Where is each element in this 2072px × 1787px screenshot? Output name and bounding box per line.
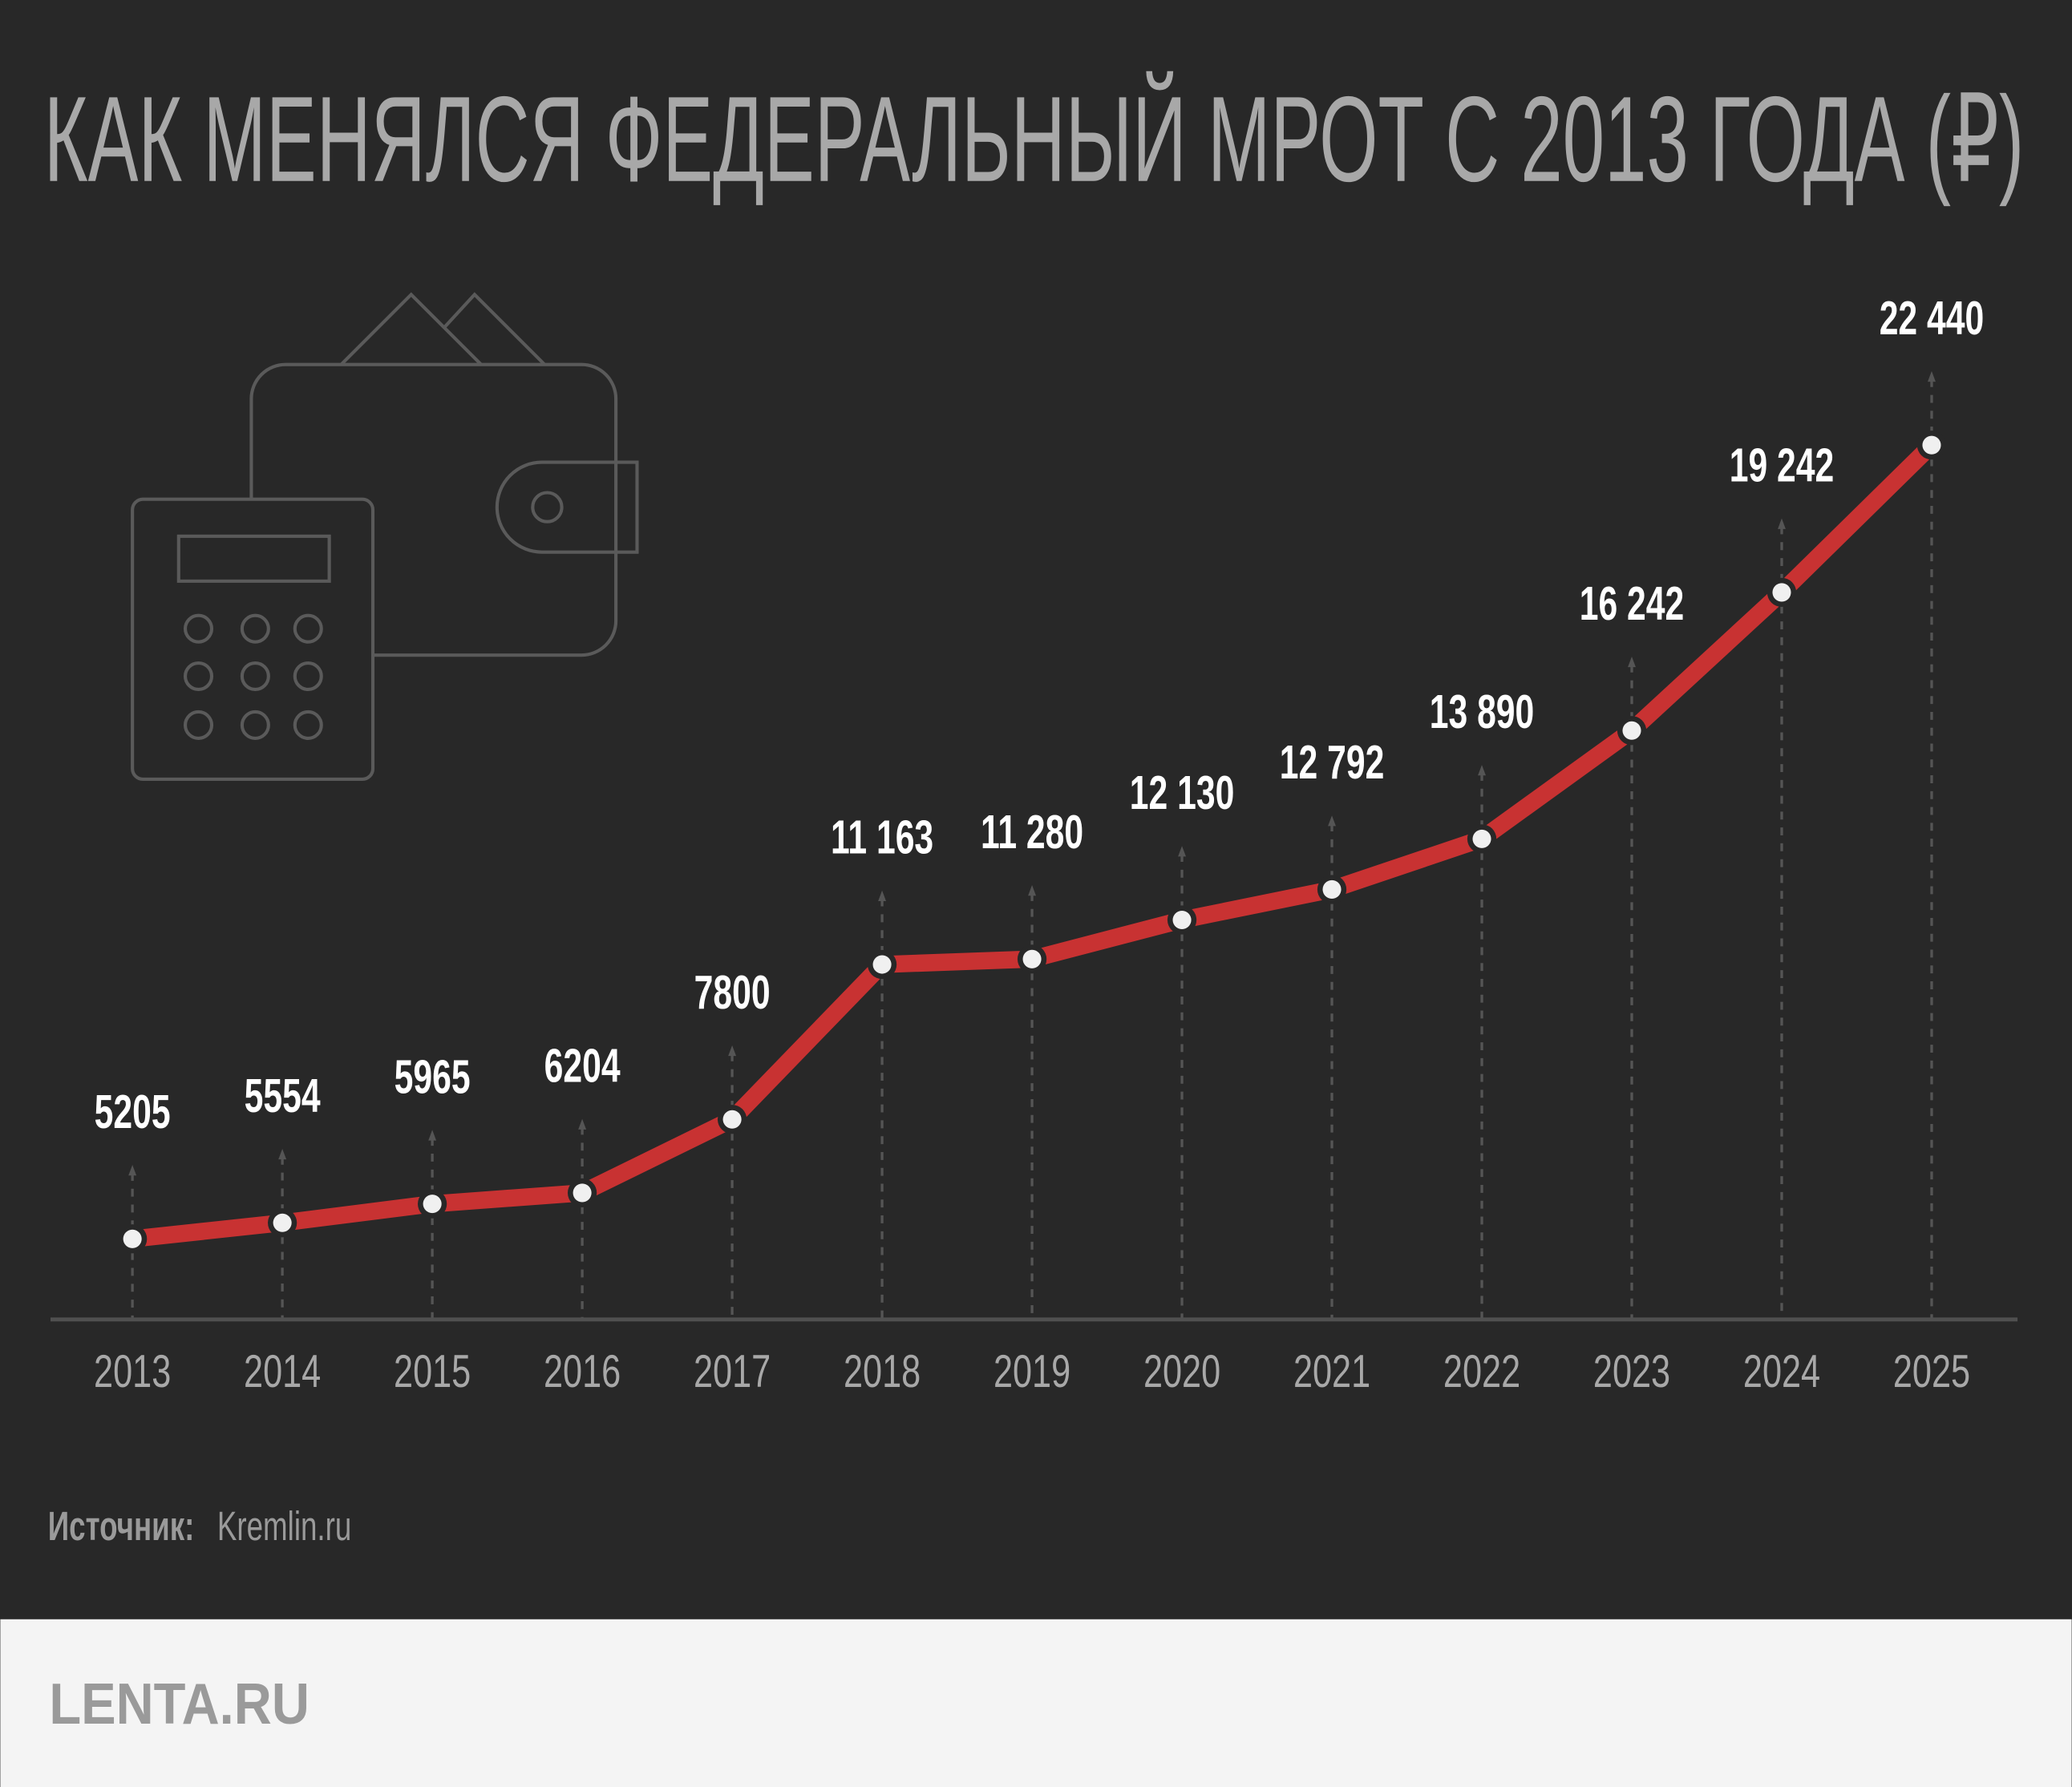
data-point[interactable] [722, 1110, 742, 1129]
x-tick-label: 2021 [1293, 1345, 1370, 1397]
calculator-icon [131, 497, 375, 782]
x-tick-label: 2025 [1893, 1345, 1970, 1397]
data-point[interactable] [872, 955, 892, 974]
x-tick-label: 2013 [94, 1345, 171, 1397]
data-point[interactable] [1472, 829, 1491, 848]
guide-arrow-icon [878, 890, 887, 901]
x-tick-label: 2017 [694, 1345, 771, 1397]
guide-arrow-icon [128, 1165, 137, 1176]
footer-band [0, 1619, 2072, 1787]
x-tick-label: 2018 [844, 1345, 921, 1397]
data-point[interactable] [423, 1195, 442, 1214]
data-label: 5554 [245, 1069, 321, 1122]
data-point[interactable] [123, 1229, 142, 1248]
guide-arrow-icon [1628, 656, 1636, 668]
x-tick-label: 2020 [1143, 1345, 1220, 1397]
data-point[interactable] [1622, 721, 1641, 740]
x-tick-label: 2014 [244, 1345, 321, 1397]
guide-arrow-icon [578, 1118, 587, 1130]
source: Источник: Kremlin.ru [48, 1504, 352, 1549]
guide-arrow-icon [428, 1130, 437, 1141]
data-point[interactable] [1322, 879, 1342, 899]
data-label: 12 130 [1130, 766, 1235, 819]
data-label: 6204 [544, 1039, 621, 1093]
data-label: 7800 [694, 965, 771, 1019]
data-label: 5965 [395, 1049, 471, 1103]
guide-arrow-icon [1028, 885, 1036, 896]
x-tick-label: 2022 [1443, 1345, 1520, 1397]
guide-arrow-icon [1928, 370, 1936, 382]
data-label: 16 242 [1580, 576, 1685, 630]
chart-background [0, 0, 2071, 1619]
source-value: Kremlin.ru [217, 1504, 352, 1549]
data-label: 13 890 [1430, 685, 1535, 738]
x-tick-label: 2019 [994, 1345, 1070, 1397]
data-point[interactable] [1172, 910, 1192, 930]
guide-arrow-icon [278, 1149, 287, 1160]
guide-arrow-icon [1178, 846, 1186, 857]
lenta-logo: LENTA.RU [49, 1672, 310, 1736]
x-tick-label: 2015 [394, 1345, 471, 1397]
chart-title: КАК МЕНЯЛСЯ ФЕДЕРАЛЬНЫЙ МРОТ С 2013 ГОДА… [44, 71, 2025, 208]
data-label: 5205 [95, 1085, 171, 1138]
data-point[interactable] [273, 1213, 292, 1232]
data-point[interactable] [1772, 583, 1791, 602]
data-label: 12 792 [1280, 735, 1385, 789]
data-label: 19 242 [1730, 439, 1835, 492]
data-point[interactable] [1022, 949, 1042, 968]
guide-arrow-icon [1478, 765, 1486, 776]
x-tick-label: 2024 [1743, 1345, 1820, 1397]
x-tick-label: 2016 [544, 1345, 621, 1397]
data-label: 11 280 [981, 805, 1083, 859]
source-label: Источник: [48, 1504, 195, 1549]
data-point[interactable] [573, 1183, 592, 1203]
data-label: 22 440 [1880, 291, 1985, 345]
wallet-icon [249, 292, 639, 657]
guide-arrow-icon [1778, 518, 1786, 529]
data-label: 11 163 [831, 811, 933, 864]
x-tick-label: 2023 [1593, 1345, 1670, 1397]
guide-arrow-icon [728, 1045, 737, 1057]
guide-arrow-icon [1328, 815, 1336, 827]
data-point[interactable] [1922, 435, 1941, 455]
